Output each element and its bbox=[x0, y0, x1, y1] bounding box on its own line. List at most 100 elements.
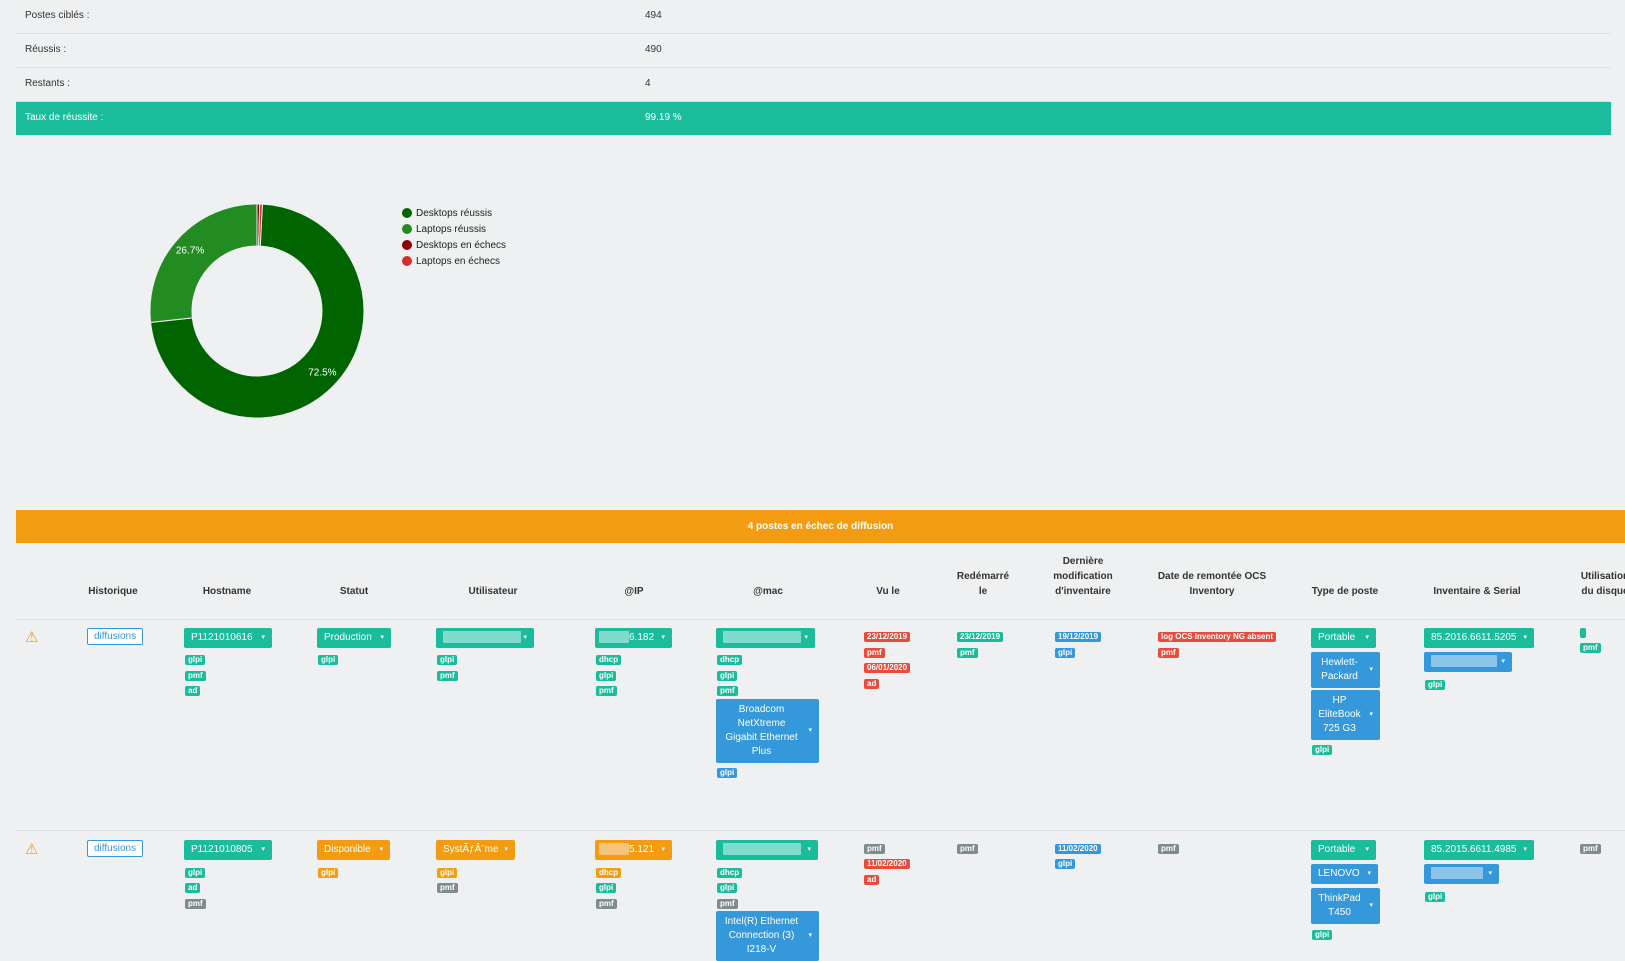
maker-dropdown[interactable]: Hewlett-Packard ▾ bbox=[1311, 652, 1380, 688]
source-badge: pmf bbox=[596, 899, 617, 909]
chevron-down-icon: ▾ bbox=[261, 634, 265, 641]
legend-item-desktops-failed[interactable]: Desktops en échecs bbox=[402, 237, 506, 253]
inventory-dropdown[interactable]: 85.2016.6611.5205 ▾ bbox=[1424, 628, 1534, 648]
status-value: Production bbox=[324, 632, 372, 643]
donut-slice[interactable] bbox=[258, 204, 263, 247]
history-button[interactable]: diffusions bbox=[87, 840, 144, 857]
source-badge: glpi bbox=[185, 868, 206, 878]
hostname-dropdown[interactable]: P1121010805 ▾ bbox=[184, 840, 272, 860]
type-value: Portable bbox=[1318, 632, 1356, 643]
chevron-down-icon: ▾ bbox=[1523, 846, 1527, 853]
source-badge: pmf bbox=[717, 899, 738, 909]
source-badge: glpi bbox=[437, 655, 458, 665]
legend-item-desktops-success[interactable]: Desktops réussis bbox=[402, 205, 506, 221]
source-badge: glpi bbox=[1312, 745, 1333, 755]
stat-row-success-rate: Taux de réussite : 99.19 % bbox=[16, 102, 1611, 135]
inventory-dropdown[interactable]: 85.2015.6611.4985 ▾ bbox=[1424, 840, 1534, 860]
mac-dropdown[interactable]: ▾ bbox=[716, 840, 818, 860]
source-badge: glpi bbox=[1055, 648, 1076, 658]
model-value: HP EliteBook 725 G3 bbox=[1318, 695, 1361, 734]
chevron-down-icon: ▾ bbox=[379, 846, 383, 853]
source-badge: dhcp bbox=[596, 655, 622, 665]
type-dropdown[interactable]: Portable ▾ bbox=[1311, 628, 1376, 648]
source-badge: pmf bbox=[1158, 648, 1179, 658]
col-header-mac: @mac bbox=[753, 586, 783, 597]
user-dropdown[interactable]: SystÃƒÂ¨me ▾ bbox=[436, 840, 515, 860]
col-header-hostname: Hostname bbox=[202, 586, 252, 597]
ip-suffix: 6.182 bbox=[629, 632, 655, 643]
seen-date-badge: 11/02/2020 bbox=[864, 859, 910, 869]
stat-label: Réussis : bbox=[25, 44, 67, 55]
history-button[interactable]: diffusions bbox=[87, 628, 144, 645]
maker-dropdown[interactable]: LENOVO ▾ bbox=[1311, 864, 1378, 884]
type-value: Portable bbox=[1318, 844, 1356, 855]
source-badge: ad bbox=[864, 875, 880, 885]
source-badge: pmf bbox=[717, 686, 738, 696]
source-badge: glpi bbox=[596, 671, 617, 681]
inventory-date-badge: 19/12/2019 bbox=[1055, 632, 1102, 642]
col-header-inventory-modified: Dernière modification d'inventaire bbox=[1053, 554, 1112, 599]
ip-dropdown[interactable]: 6.182 ▾ bbox=[595, 628, 672, 648]
warning-icon: ⚠ bbox=[25, 629, 39, 646]
model-dropdown[interactable]: ThinkPad T450 ▾ bbox=[1311, 888, 1380, 924]
header-line: Dernière bbox=[1062, 556, 1104, 567]
stat-label: Taux de réussite : bbox=[25, 112, 104, 123]
chevron-down-icon: ▾ bbox=[1369, 711, 1373, 718]
source-badge: ad bbox=[864, 679, 880, 689]
serial-dropdown[interactable]: ▾ bbox=[1424, 652, 1512, 672]
source-badge: glpi bbox=[717, 883, 738, 893]
legend-item-laptops-failed[interactable]: Laptops en échecs bbox=[402, 253, 506, 269]
disk-usage-bar bbox=[1580, 628, 1586, 638]
col-header-history: Historique bbox=[88, 586, 138, 597]
nic-dropdown[interactable]: Intel(R) Ethernet Connection (3) I218-V ▾ bbox=[716, 911, 819, 961]
model-dropdown[interactable]: HP EliteBook 725 G3 ▾ bbox=[1311, 690, 1380, 740]
chevron-down-icon: ▾ bbox=[808, 727, 812, 734]
source-badge: pmf bbox=[864, 648, 885, 658]
header-line: du disque bbox=[1581, 586, 1625, 597]
donut-slice[interactable] bbox=[150, 204, 258, 323]
chevron-down-icon: ▾ bbox=[1365, 634, 1369, 641]
source-badge: pmf bbox=[1158, 844, 1179, 854]
legend-item-laptops-success[interactable]: Laptops réussis bbox=[402, 221, 506, 237]
source-badge: pmf bbox=[864, 844, 885, 854]
status-dropdown[interactable]: Production ▾ bbox=[317, 628, 391, 648]
source-badge: glpi bbox=[1425, 680, 1446, 690]
stat-row-success: Réussis : 490 bbox=[16, 34, 1611, 68]
source-badge: glpi bbox=[1055, 859, 1076, 869]
inventory-value: 85.2016.6611.5205 bbox=[1431, 632, 1517, 643]
chevron-down-icon: ▾ bbox=[1369, 666, 1373, 673]
header-line: Utilisation bbox=[1580, 571, 1625, 582]
source-badge: pmf bbox=[957, 648, 978, 658]
hostname-dropdown[interactable]: P1121010616 ▾ bbox=[184, 628, 272, 648]
slice-label: 72.5% bbox=[308, 367, 336, 378]
status-dropdown[interactable]: Disponible ▾ bbox=[317, 840, 390, 860]
serial-dropdown[interactable]: ▾ bbox=[1424, 864, 1499, 884]
deployment-donut-chart: 72.5% 26.7% bbox=[150, 204, 364, 418]
source-badge: pmf bbox=[185, 899, 206, 909]
reboot-date-badge: 23/12/2019 bbox=[957, 632, 1004, 642]
source-badge: dhcp bbox=[717, 655, 743, 665]
nic-dropdown[interactable]: Broadcom NetXtreme Gigabit Ethernet Plus… bbox=[716, 699, 819, 763]
user-dropdown[interactable]: ▾ bbox=[436, 628, 534, 648]
col-header-ip: @IP bbox=[624, 586, 644, 597]
source-badge: pmf bbox=[437, 883, 458, 893]
source-badge: pmf bbox=[437, 671, 458, 681]
source-badge: dhcp bbox=[717, 868, 743, 878]
col-header-status: Statut bbox=[339, 586, 369, 597]
type-dropdown[interactable]: Portable ▾ bbox=[1311, 840, 1376, 860]
source-badge: glpi bbox=[185, 655, 206, 665]
warning-icon: ⚠ bbox=[25, 841, 39, 858]
user-value: SystÃƒÂ¨me bbox=[443, 844, 499, 855]
legend-label: Laptops en échecs bbox=[416, 255, 500, 267]
chevron-down-icon: ▾ bbox=[380, 634, 384, 641]
header-line: Inventory bbox=[1189, 586, 1235, 597]
col-header-seen: Vu le bbox=[876, 586, 900, 597]
chevron-down-icon: ▾ bbox=[1501, 658, 1505, 665]
donut-slice[interactable] bbox=[150, 204, 364, 418]
stat-value: 99.19 % bbox=[645, 112, 682, 123]
mac-dropdown[interactable]: ▾ bbox=[716, 628, 815, 648]
ip-dropdown[interactable]: 5.121 ▾ bbox=[595, 840, 672, 860]
header-line: modification bbox=[1053, 571, 1113, 582]
row-divider bbox=[16, 830, 1625, 831]
header-line: Date de remontée OCS bbox=[1157, 571, 1267, 582]
